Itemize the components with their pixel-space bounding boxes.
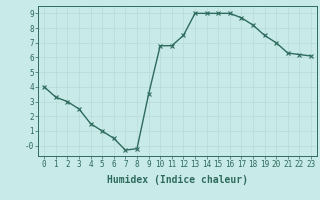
X-axis label: Humidex (Indice chaleur): Humidex (Indice chaleur) bbox=[107, 175, 248, 185]
